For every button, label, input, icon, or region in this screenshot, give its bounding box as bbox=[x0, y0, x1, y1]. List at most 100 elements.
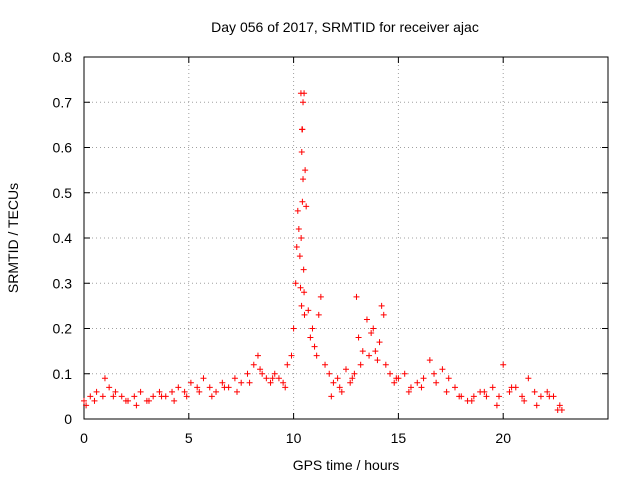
data-point bbox=[254, 352, 261, 359]
data-point bbox=[208, 393, 215, 400]
x-axis-label: GPS time / hours bbox=[293, 457, 400, 473]
data-point bbox=[156, 388, 163, 395]
data-point bbox=[307, 334, 314, 341]
data-point bbox=[213, 388, 220, 395]
data-point bbox=[275, 375, 282, 382]
data-point bbox=[322, 361, 329, 368]
data-point bbox=[519, 393, 526, 400]
data-point bbox=[347, 379, 354, 386]
plot-frame bbox=[83, 56, 609, 420]
data-point bbox=[305, 307, 312, 314]
data-point bbox=[122, 397, 129, 404]
data-point bbox=[481, 388, 488, 395]
data-point bbox=[418, 384, 425, 391]
data-point bbox=[282, 384, 289, 391]
data-point bbox=[393, 375, 400, 382]
data-point bbox=[301, 311, 308, 318]
data-point bbox=[297, 90, 304, 97]
data-point bbox=[537, 393, 544, 400]
y-tick-label: 0.5 bbox=[53, 185, 73, 201]
x-tick-label: 5 bbox=[185, 430, 193, 446]
y-tick-label: 0 bbox=[64, 411, 72, 427]
grid bbox=[84, 57, 608, 419]
data-point bbox=[101, 375, 108, 382]
y-tick-label: 0.7 bbox=[53, 94, 73, 110]
chart-title: Day 056 of 2017, SRMTID for receiver aja… bbox=[211, 19, 479, 35]
data-point bbox=[298, 126, 305, 133]
data-point bbox=[271, 370, 278, 377]
data-point bbox=[407, 384, 414, 391]
y-tick-label: 0.8 bbox=[53, 49, 73, 65]
data-point bbox=[330, 379, 337, 386]
data-point bbox=[106, 384, 113, 391]
data-point bbox=[405, 388, 412, 395]
data-point bbox=[414, 379, 421, 386]
data-point bbox=[81, 397, 87, 404]
data-point bbox=[267, 379, 274, 386]
data-point bbox=[443, 388, 450, 395]
data-point bbox=[295, 225, 302, 232]
data-point bbox=[200, 375, 207, 382]
data-point bbox=[317, 293, 324, 300]
data-point bbox=[483, 393, 490, 400]
data-point bbox=[294, 207, 301, 214]
data-point bbox=[508, 384, 515, 391]
x-tick-label: 20 bbox=[495, 430, 511, 446]
data-point bbox=[313, 352, 320, 359]
data-point bbox=[355, 334, 362, 341]
data-point bbox=[336, 384, 343, 391]
data-point bbox=[374, 357, 381, 364]
data-point bbox=[131, 393, 138, 400]
data-point bbox=[300, 266, 307, 273]
data-point bbox=[380, 311, 387, 318]
data-point bbox=[359, 348, 366, 355]
data-point bbox=[187, 379, 194, 386]
data-point bbox=[468, 397, 475, 404]
data-point bbox=[250, 361, 257, 368]
data-point bbox=[298, 149, 305, 156]
data-point bbox=[426, 357, 433, 364]
data-point bbox=[315, 311, 322, 318]
data-point bbox=[302, 167, 309, 174]
data-point bbox=[334, 375, 341, 382]
data-point bbox=[370, 325, 377, 332]
data-point bbox=[420, 375, 427, 382]
data-point bbox=[372, 348, 379, 355]
data-point bbox=[112, 388, 119, 395]
data-point bbox=[99, 393, 106, 400]
axis-ticks: 0 5 10 15 20 0 0.1 0.2 0.3 0.4 0.5 0.6 0.7 0.8 bbox=[53, 49, 608, 446]
data-point bbox=[83, 402, 90, 409]
data-point bbox=[401, 370, 408, 377]
y-axis-label: SRMTID / TECUs bbox=[5, 183, 21, 293]
data-point bbox=[246, 379, 253, 386]
x-tick-label: 15 bbox=[391, 430, 407, 446]
data-point bbox=[470, 393, 477, 400]
data-point bbox=[445, 375, 452, 382]
data-point bbox=[300, 176, 307, 183]
data-point bbox=[93, 388, 100, 395]
y-tick-label: 0.2 bbox=[53, 321, 73, 337]
data-point bbox=[493, 402, 500, 409]
data-point bbox=[297, 284, 304, 291]
data-point bbox=[175, 384, 182, 391]
data-point bbox=[531, 388, 538, 395]
data-point bbox=[244, 370, 251, 377]
data-point bbox=[290, 325, 297, 332]
data-point bbox=[500, 361, 507, 368]
data-points bbox=[81, 90, 565, 413]
data-point bbox=[238, 379, 245, 386]
data-point bbox=[118, 393, 125, 400]
data-point bbox=[150, 393, 157, 400]
data-point bbox=[196, 388, 203, 395]
data-point bbox=[544, 388, 551, 395]
data-point bbox=[87, 393, 94, 400]
y-tick-label: 0.6 bbox=[53, 140, 73, 156]
data-point bbox=[169, 388, 176, 395]
data-point bbox=[298, 302, 305, 309]
data-point bbox=[506, 388, 513, 395]
data-point bbox=[378, 302, 385, 309]
data-point bbox=[366, 352, 373, 359]
data-point bbox=[288, 352, 295, 359]
data-point bbox=[303, 203, 310, 210]
data-point bbox=[91, 397, 98, 404]
